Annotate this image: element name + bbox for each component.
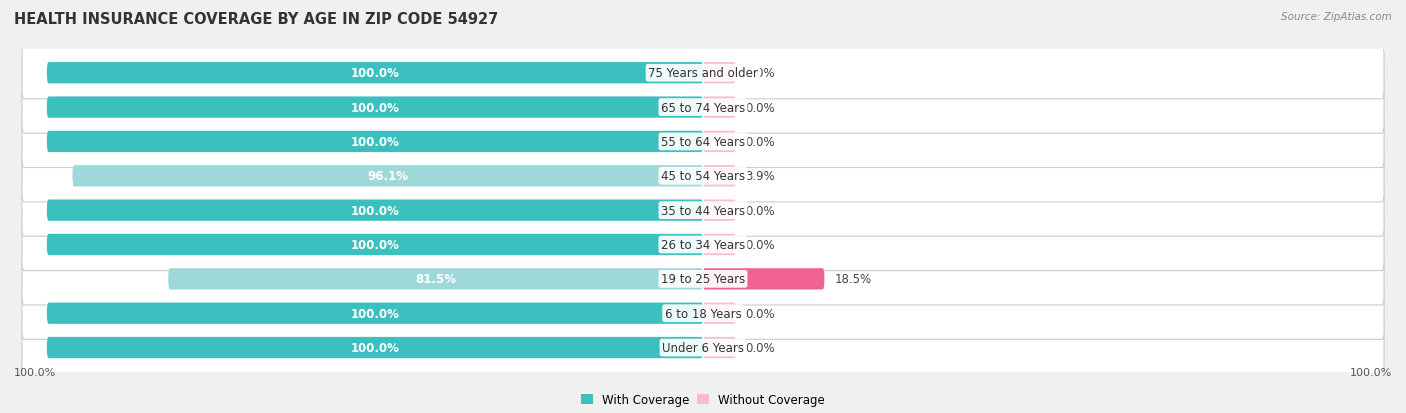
FancyBboxPatch shape [22, 253, 1384, 305]
FancyBboxPatch shape [703, 131, 735, 153]
Text: 100.0%: 100.0% [350, 238, 399, 252]
Text: 55 to 64 Years: 55 to 64 Years [661, 135, 745, 149]
FancyBboxPatch shape [22, 47, 1384, 100]
Text: 0.0%: 0.0% [745, 307, 775, 320]
FancyBboxPatch shape [22, 287, 1384, 339]
Text: 19 to 25 Years: 19 to 25 Years [661, 273, 745, 286]
Text: 45 to 54 Years: 45 to 54 Years [661, 170, 745, 183]
Text: 75 Years and older: 75 Years and older [648, 67, 758, 80]
Text: 100.0%: 100.0% [350, 101, 399, 114]
FancyBboxPatch shape [703, 268, 824, 290]
Text: 100.0%: 100.0% [350, 135, 399, 149]
Text: 0.0%: 0.0% [745, 204, 775, 217]
Text: 3.9%: 3.9% [745, 170, 775, 183]
Text: Source: ZipAtlas.com: Source: ZipAtlas.com [1281, 12, 1392, 22]
FancyBboxPatch shape [22, 82, 1384, 134]
Text: 6 to 18 Years: 6 to 18 Years [665, 307, 741, 320]
Text: HEALTH INSURANCE COVERAGE BY AGE IN ZIP CODE 54927: HEALTH INSURANCE COVERAGE BY AGE IN ZIP … [14, 12, 498, 27]
Text: 0.0%: 0.0% [745, 341, 775, 354]
Text: 100.0%: 100.0% [350, 67, 399, 80]
FancyBboxPatch shape [703, 200, 735, 221]
FancyBboxPatch shape [22, 150, 1384, 202]
FancyBboxPatch shape [22, 219, 1384, 271]
FancyBboxPatch shape [703, 63, 735, 84]
Text: 0.0%: 0.0% [745, 101, 775, 114]
FancyBboxPatch shape [46, 303, 703, 324]
Text: 35 to 44 Years: 35 to 44 Years [661, 204, 745, 217]
Text: 26 to 34 Years: 26 to 34 Years [661, 238, 745, 252]
Legend: With Coverage, Without Coverage: With Coverage, Without Coverage [576, 389, 830, 411]
FancyBboxPatch shape [703, 337, 735, 358]
Text: 96.1%: 96.1% [367, 170, 408, 183]
FancyBboxPatch shape [22, 185, 1384, 237]
Text: 100.0%: 100.0% [1350, 368, 1392, 377]
Text: Under 6 Years: Under 6 Years [662, 341, 744, 354]
FancyBboxPatch shape [22, 322, 1384, 374]
FancyBboxPatch shape [46, 234, 703, 256]
FancyBboxPatch shape [169, 268, 703, 290]
FancyBboxPatch shape [46, 63, 703, 84]
FancyBboxPatch shape [703, 166, 735, 187]
FancyBboxPatch shape [46, 131, 703, 153]
Text: 0.0%: 0.0% [745, 67, 775, 80]
FancyBboxPatch shape [22, 116, 1384, 168]
FancyBboxPatch shape [73, 166, 703, 187]
FancyBboxPatch shape [703, 97, 735, 119]
Text: 100.0%: 100.0% [350, 341, 399, 354]
FancyBboxPatch shape [46, 200, 703, 221]
Text: 100.0%: 100.0% [350, 307, 399, 320]
Text: 81.5%: 81.5% [415, 273, 456, 286]
FancyBboxPatch shape [46, 97, 703, 119]
FancyBboxPatch shape [703, 234, 735, 256]
Text: 100.0%: 100.0% [350, 204, 399, 217]
Text: 0.0%: 0.0% [745, 135, 775, 149]
FancyBboxPatch shape [703, 303, 735, 324]
Text: 0.0%: 0.0% [745, 238, 775, 252]
Text: 18.5%: 18.5% [834, 273, 872, 286]
Text: 65 to 74 Years: 65 to 74 Years [661, 101, 745, 114]
FancyBboxPatch shape [46, 337, 703, 358]
Text: 100.0%: 100.0% [14, 368, 56, 377]
